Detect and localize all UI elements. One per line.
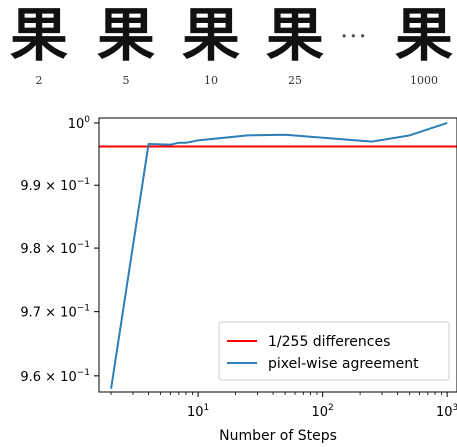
glyph-step-label: 2 <box>35 74 43 87</box>
plot-content <box>99 122 457 389</box>
glyph-strip: 果 2 果 5 果 10 果 25 ··· 果 1000 <box>0 0 457 100</box>
x-tick-label: 101 <box>187 403 209 420</box>
ellipsis: ··· <box>340 22 368 52</box>
axis-ticks: 101 102 103 100 9.9 × 10−1 9.8 × 10−1 9.7 × 10… <box>20 115 457 420</box>
y-tick-label: 9.8 × 10−1 <box>20 240 90 257</box>
legend-entry-label: 1/255 differences <box>268 334 390 350</box>
glyph-character: 果 <box>9 1 68 69</box>
y-tick-label: 9.9 × 10−1 <box>20 177 90 194</box>
glyph-step-label: 25 <box>288 74 302 87</box>
glyph-step-label: 10 <box>204 74 218 87</box>
glyph-step-label: 1000 <box>410 74 438 87</box>
glyph-character: 果 <box>265 1 324 69</box>
glyph-sample: 果 25 <box>255 0 335 87</box>
glyph-character: 果 <box>181 1 240 69</box>
glyph-sample: 果 5 <box>86 0 166 87</box>
legend: 1/255 differences pixel-wise agreement <box>218 321 450 381</box>
y-tick-label: 100 <box>68 115 91 132</box>
glyph-sample: 果 1000 <box>384 0 457 87</box>
glyph-character: 果 <box>394 1 453 69</box>
axes-frame <box>98 117 457 393</box>
series-line <box>110 122 448 389</box>
x-tick-label: 103 <box>436 403 457 420</box>
legend-box <box>218 321 450 381</box>
y-tick-label: 9.6 × 10−1 <box>20 368 90 385</box>
glyph-step-label: 5 <box>122 74 130 87</box>
glyph-character: 果 <box>96 1 155 69</box>
x-tick-label: 102 <box>311 403 333 420</box>
line-chart: 101 102 103 100 9.9 × 10−1 9.8 × 10−1 9.7 × 10… <box>20 115 457 444</box>
glyph-sample: 果 2 <box>0 0 79 87</box>
y-tick-label: 9.7 × 10−1 <box>20 304 90 321</box>
glyph-sample: 果 10 <box>171 0 251 87</box>
legend-entry-label: pixel-wise agreement <box>268 356 419 372</box>
x-axis-label: Number of Steps <box>219 428 337 444</box>
